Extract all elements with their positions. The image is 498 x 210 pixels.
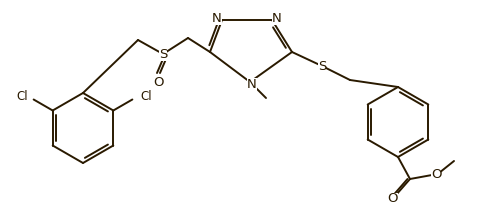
Text: O: O <box>388 193 398 206</box>
Text: O: O <box>431 168 441 181</box>
Text: Cl: Cl <box>140 90 152 103</box>
Text: N: N <box>212 12 222 25</box>
Text: N: N <box>272 12 282 25</box>
Text: N: N <box>247 77 257 91</box>
Text: Cl: Cl <box>16 90 27 103</box>
Text: S: S <box>318 59 326 72</box>
Text: O: O <box>153 76 163 89</box>
Text: S: S <box>159 47 167 60</box>
